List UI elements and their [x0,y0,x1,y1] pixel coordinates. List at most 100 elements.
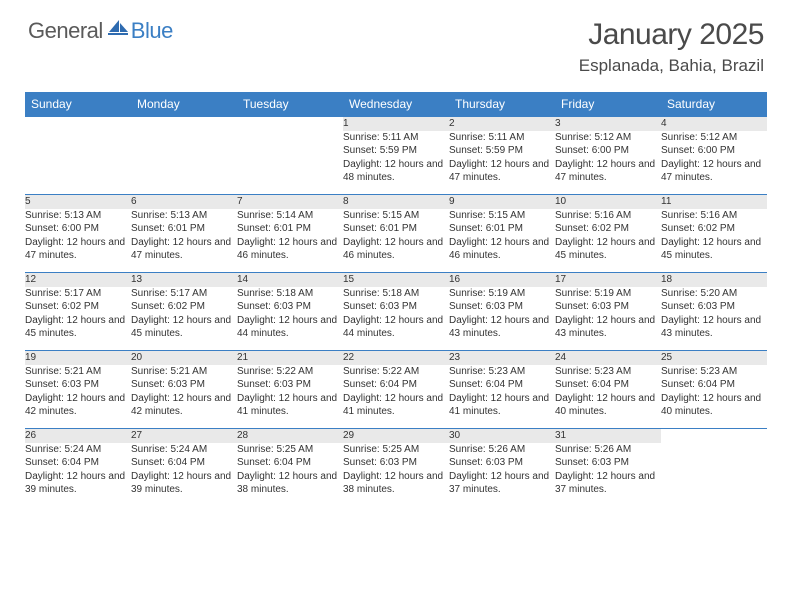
empty-cell [25,117,131,131]
day-number: 29 [343,429,449,443]
sunset-line: Sunset: 6:01 PM [343,222,449,236]
daylight-line: Daylight: 12 hours and 48 minutes. [343,158,449,185]
day-body-row: Sunrise: 5:21 AMSunset: 6:03 PMDaylight:… [25,365,767,429]
sunset-line: Sunset: 6:04 PM [237,456,343,470]
weekday-header: Wednesday [343,92,449,117]
empty-cell [131,131,237,195]
day-number: 11 [661,195,767,209]
sunset-line: Sunset: 6:01 PM [131,222,237,236]
sunset-line: Sunset: 6:00 PM [661,144,767,158]
sunset-line: Sunset: 6:00 PM [25,222,131,236]
sunset-line: Sunset: 6:01 PM [237,222,343,236]
day-body-row: Sunrise: 5:11 AMSunset: 5:59 PMDaylight:… [25,131,767,195]
day-number: 6 [131,195,237,209]
weekday-header-row: SundayMondayTuesdayWednesdayThursdayFrid… [25,92,767,117]
day-number: 9 [449,195,555,209]
logo-text-blue: Blue [131,18,173,44]
day-cell: Sunrise: 5:11 AMSunset: 5:59 PMDaylight:… [343,131,449,195]
day-number: 19 [25,351,131,365]
empty-cell [237,131,343,195]
sunset-line: Sunset: 6:04 PM [661,378,767,392]
sunset-line: Sunset: 6:03 PM [555,456,661,470]
daylight-line: Daylight: 12 hours and 42 minutes. [131,392,237,419]
day-cell: Sunrise: 5:20 AMSunset: 6:03 PMDaylight:… [661,287,767,351]
weekday-header: Friday [555,92,661,117]
sunrise-line: Sunrise: 5:15 AM [449,209,555,223]
day-cell: Sunrise: 5:17 AMSunset: 6:02 PMDaylight:… [131,287,237,351]
header: General Blue January 2025 Esplanada, Bah… [0,0,792,82]
sunrise-line: Sunrise: 5:25 AM [237,443,343,457]
daylight-line: Daylight: 12 hours and 45 minutes. [555,236,661,263]
sunrise-line: Sunrise: 5:26 AM [449,443,555,457]
sunset-line: Sunset: 6:03 PM [343,456,449,470]
daylight-line: Daylight: 12 hours and 40 minutes. [555,392,661,419]
day-cell: Sunrise: 5:16 AMSunset: 6:02 PMDaylight:… [661,209,767,273]
day-number: 25 [661,351,767,365]
sunset-line: Sunset: 6:00 PM [555,144,661,158]
sunset-line: Sunset: 6:03 PM [25,378,131,392]
day-number: 12 [25,273,131,287]
daylight-line: Daylight: 12 hours and 47 minutes. [555,158,661,185]
logo-text-general: General [28,18,103,44]
day-cell: Sunrise: 5:21 AMSunset: 6:03 PMDaylight:… [25,365,131,429]
daylight-line: Daylight: 12 hours and 47 minutes. [661,158,767,185]
day-cell: Sunrise: 5:18 AMSunset: 6:03 PMDaylight:… [237,287,343,351]
day-number: 8 [343,195,449,209]
sunset-line: Sunset: 5:59 PM [449,144,555,158]
day-body-row: Sunrise: 5:17 AMSunset: 6:02 PMDaylight:… [25,287,767,351]
day-cell: Sunrise: 5:23 AMSunset: 6:04 PMDaylight:… [449,365,555,429]
sunrise-line: Sunrise: 5:22 AM [237,365,343,379]
sunrise-line: Sunrise: 5:18 AM [343,287,449,301]
sunrise-line: Sunrise: 5:14 AM [237,209,343,223]
daylight-line: Daylight: 12 hours and 44 minutes. [343,314,449,341]
sunrise-line: Sunrise: 5:20 AM [661,287,767,301]
empty-cell [131,117,237,131]
day-number: 28 [237,429,343,443]
sunset-line: Sunset: 6:04 PM [25,456,131,470]
daylight-line: Daylight: 12 hours and 42 minutes. [25,392,131,419]
sunrise-line: Sunrise: 5:21 AM [131,365,237,379]
day-number: 2 [449,117,555,131]
day-number: 13 [131,273,237,287]
logo: General Blue [28,18,173,44]
location-label: Esplanada, Bahia, Brazil [579,56,764,76]
sunrise-line: Sunrise: 5:19 AM [555,287,661,301]
day-cell: Sunrise: 5:13 AMSunset: 6:01 PMDaylight:… [131,209,237,273]
sunrise-line: Sunrise: 5:11 AM [343,131,449,145]
sunset-line: Sunset: 6:03 PM [449,300,555,314]
day-number: 26 [25,429,131,443]
sunrise-line: Sunrise: 5:22 AM [343,365,449,379]
daylight-line: Daylight: 12 hours and 43 minutes. [661,314,767,341]
day-number: 18 [661,273,767,287]
day-cell: Sunrise: 5:22 AMSunset: 6:03 PMDaylight:… [237,365,343,429]
daylight-line: Daylight: 12 hours and 46 minutes. [343,236,449,263]
day-number: 7 [237,195,343,209]
daylight-line: Daylight: 12 hours and 41 minutes. [449,392,555,419]
day-number: 17 [555,273,661,287]
day-number: 3 [555,117,661,131]
day-number: 14 [237,273,343,287]
sunrise-line: Sunrise: 5:23 AM [555,365,661,379]
day-number: 1 [343,117,449,131]
sunset-line: Sunset: 5:59 PM [343,144,449,158]
sunset-line: Sunset: 6:02 PM [661,222,767,236]
day-number: 30 [449,429,555,443]
empty-cell [237,117,343,131]
daylight-line: Daylight: 12 hours and 47 minutes. [131,236,237,263]
sunrise-line: Sunrise: 5:25 AM [343,443,449,457]
day-number-row: 1234 [25,117,767,131]
day-body-row: Sunrise: 5:13 AMSunset: 6:00 PMDaylight:… [25,209,767,273]
sunrise-line: Sunrise: 5:15 AM [343,209,449,223]
daylight-line: Daylight: 12 hours and 47 minutes. [25,236,131,263]
day-cell: Sunrise: 5:25 AMSunset: 6:03 PMDaylight:… [343,443,449,507]
day-number: 20 [131,351,237,365]
day-cell: Sunrise: 5:19 AMSunset: 6:03 PMDaylight:… [555,287,661,351]
daylight-line: Daylight: 12 hours and 45 minutes. [25,314,131,341]
day-cell: Sunrise: 5:14 AMSunset: 6:01 PMDaylight:… [237,209,343,273]
daylight-line: Daylight: 12 hours and 39 minutes. [25,470,131,497]
sunset-line: Sunset: 6:03 PM [661,300,767,314]
sunset-line: Sunset: 6:04 PM [131,456,237,470]
sunset-line: Sunset: 6:03 PM [237,300,343,314]
day-cell: Sunrise: 5:17 AMSunset: 6:02 PMDaylight:… [25,287,131,351]
day-number: 21 [237,351,343,365]
